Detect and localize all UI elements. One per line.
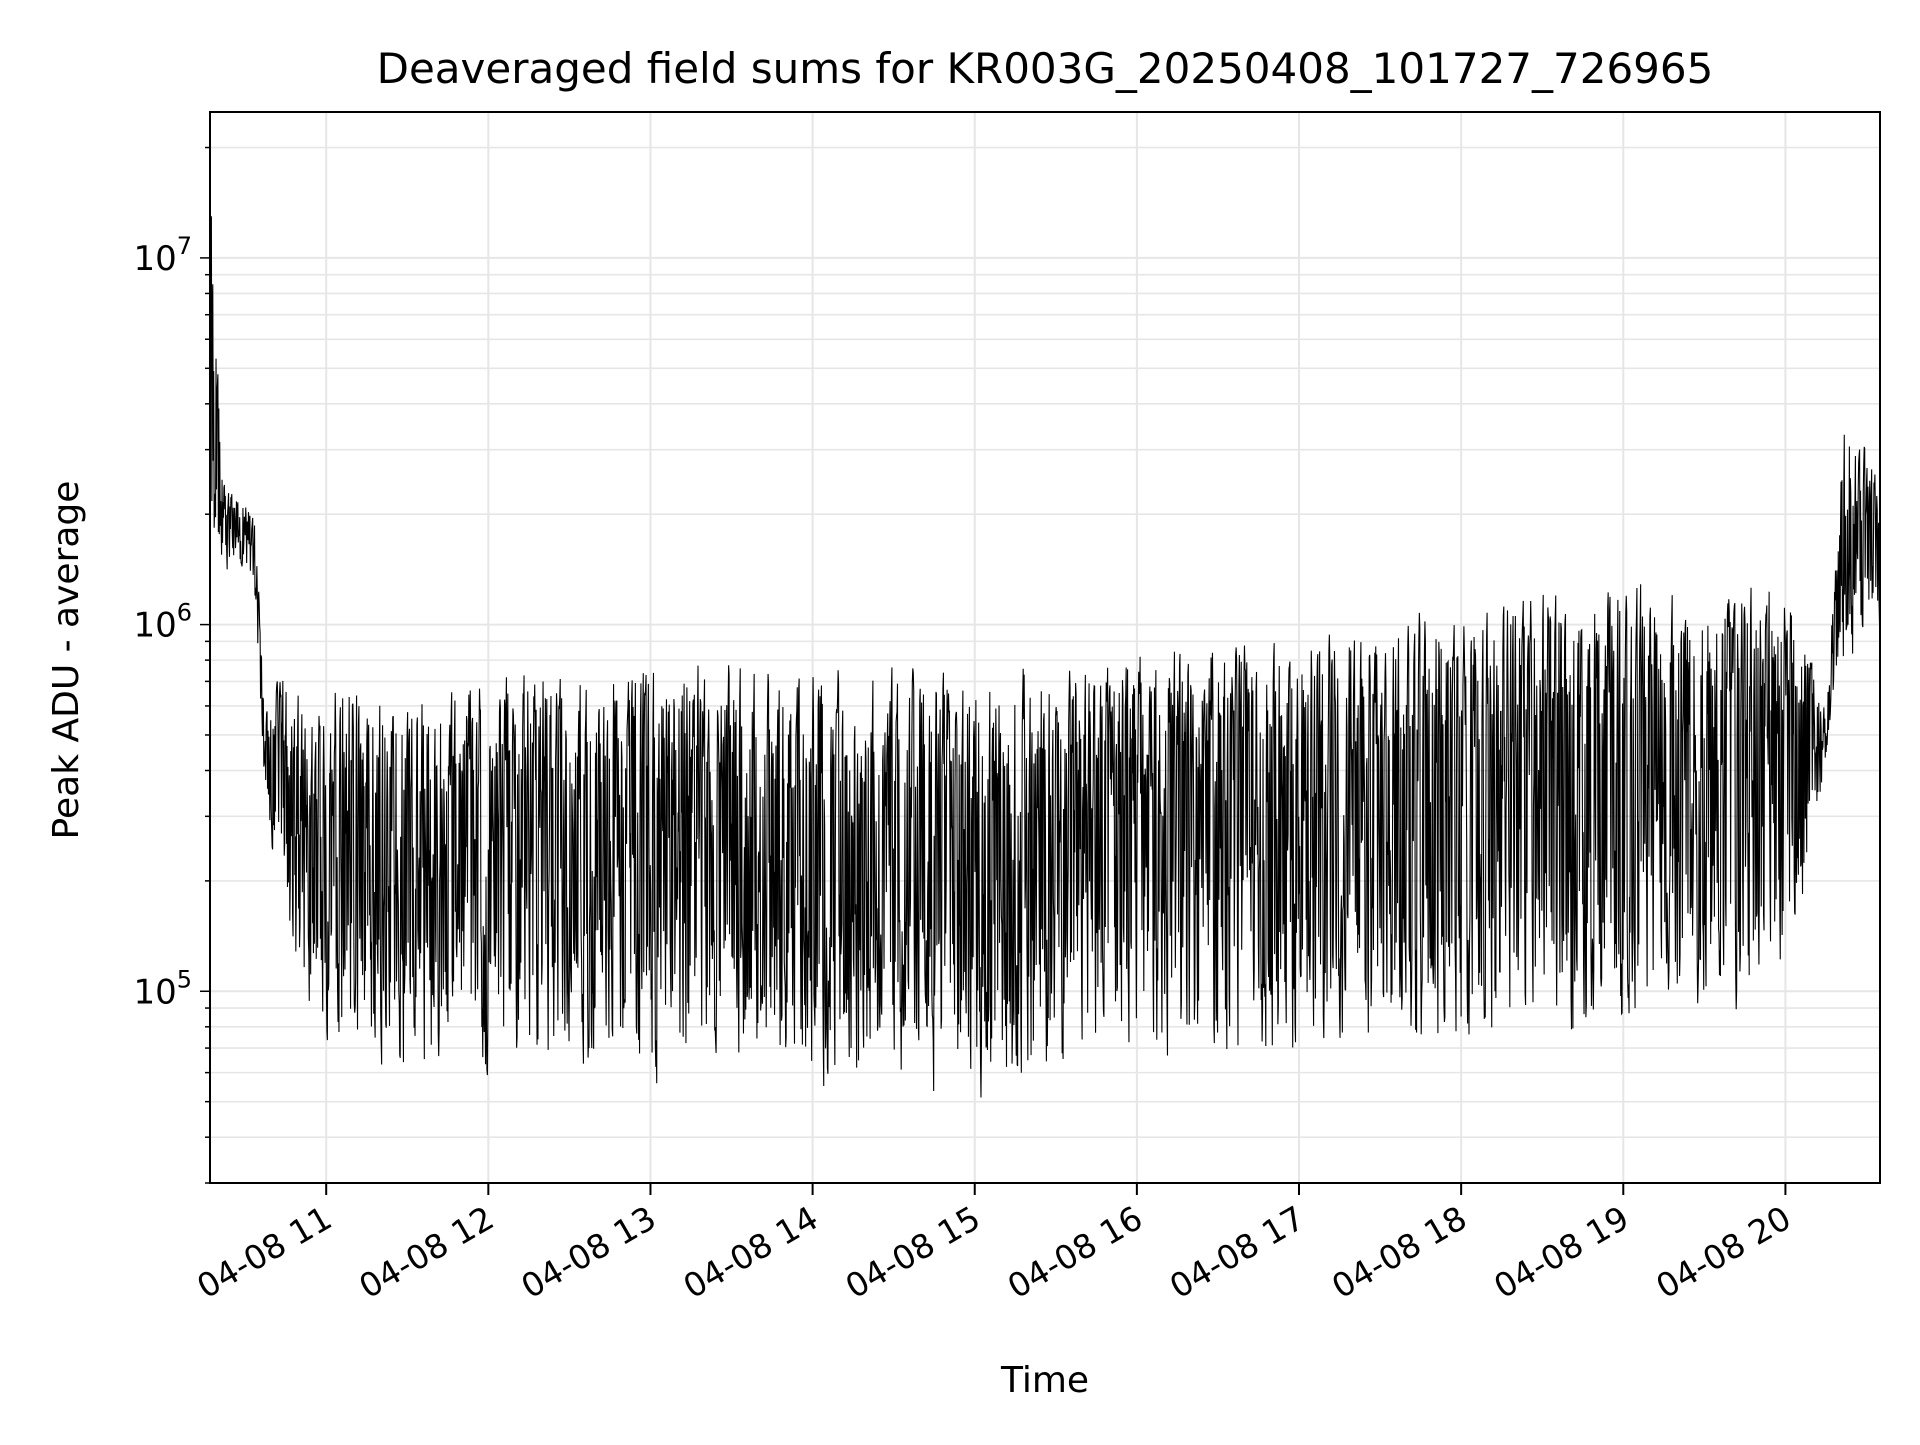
chart-title: Deaveraged field sums for KR003G_2025040… <box>377 44 1714 93</box>
axes-frame <box>209 111 1881 1184</box>
y-tick-label: 105 <box>133 965 192 1012</box>
y-axis-label: Peak ADU - average <box>46 481 87 840</box>
y-tick-label: 107 <box>133 232 192 279</box>
series-line <box>209 216 1881 1098</box>
series-area <box>209 216 1881 1098</box>
y-tick-label: 106 <box>133 599 192 646</box>
x-axis-label: Time <box>1000 1360 1089 1401</box>
